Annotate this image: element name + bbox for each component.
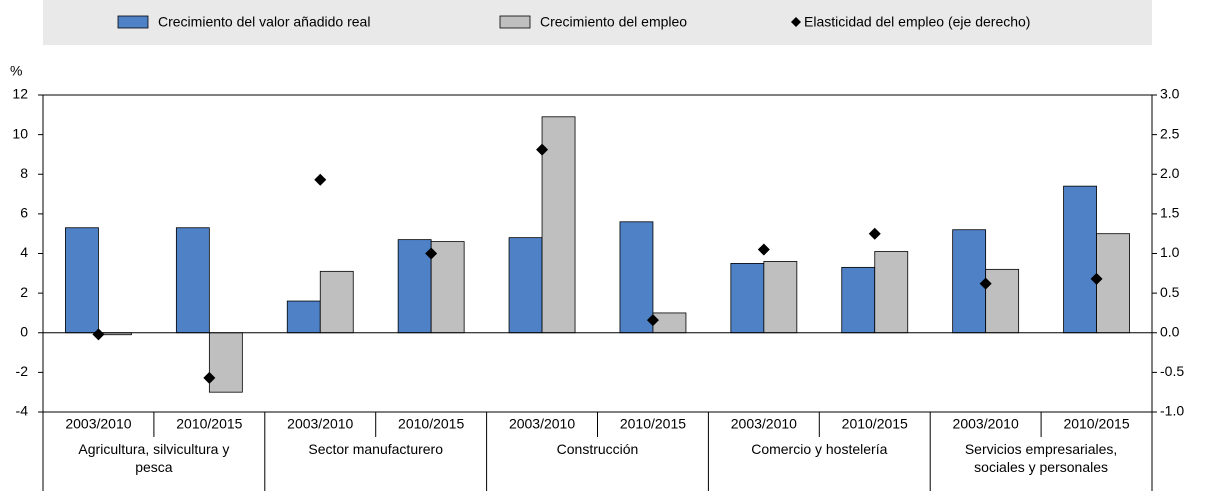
marker [536, 143, 549, 156]
legend-swatch [117, 15, 149, 29]
marker [868, 227, 881, 240]
legend-marker [791, 17, 801, 27]
y2-tick-label: -1.0 [1160, 403, 1184, 419]
x-tick-label: 2003/2010 [287, 416, 353, 432]
y2-tick-label: 0.5 [1160, 284, 1180, 300]
legend-label: Crecimiento del empleo [540, 14, 687, 30]
marker [92, 328, 105, 341]
y-tick-label: 2 [20, 284, 28, 300]
x-tick-label: 2010/2015 [620, 416, 686, 432]
x-tick-label: 2003/2010 [953, 416, 1019, 432]
bar [65, 227, 99, 334]
bar [319, 270, 354, 334]
bar [952, 229, 987, 334]
x-tick-label: 2003/2010 [509, 416, 575, 432]
y-tick-label: 8 [20, 165, 28, 181]
marker [979, 277, 992, 290]
y-tick-label: 12 [12, 86, 28, 102]
bar [841, 266, 876, 334]
y-tick-label: 0 [20, 323, 28, 339]
group-label: Agricultura, silvicultura y pesca [78, 441, 230, 475]
marker [314, 173, 327, 186]
marker [425, 247, 438, 260]
y-tick-label: -4 [16, 403, 29, 419]
bar [208, 332, 243, 393]
x-tick-label: 2003/2010 [65, 416, 131, 432]
legend-label: Elasticidad del empleo (eje derecho) [804, 14, 1030, 30]
legend-background [43, 0, 1152, 45]
bar [730, 263, 765, 334]
y2-tick-label: 2.5 [1160, 125, 1180, 141]
y-unit: % [10, 63, 22, 79]
legend-label: Crecimiento del valor añadido real [158, 14, 370, 30]
y-tick-label: 6 [20, 205, 28, 221]
y2-tick-label: 3.0 [1160, 86, 1180, 102]
bar [541, 116, 576, 334]
group-label: Comercio y hostelería [751, 441, 888, 457]
marker [1090, 272, 1103, 285]
y2-tick-label: -0.5 [1160, 363, 1184, 379]
bar [619, 221, 654, 334]
y2-tick-label: 0.0 [1160, 323, 1180, 339]
bar [652, 312, 687, 334]
bar [508, 237, 543, 334]
y2-tick-label: 2.0 [1160, 165, 1180, 181]
y-tick-label: 4 [20, 244, 28, 260]
x-tick-label: 2003/2010 [731, 416, 797, 432]
x-tick-label: 2010/2015 [842, 416, 908, 432]
bar [286, 300, 321, 334]
bar [430, 241, 465, 334]
marker [203, 371, 216, 384]
marker [646, 314, 659, 327]
y-tick-label: -2 [16, 363, 29, 379]
bar [1063, 185, 1097, 334]
group-label: Sector manufacturero [308, 441, 443, 457]
bar [1096, 233, 1130, 334]
y2-tick-label: 1.0 [1160, 244, 1180, 260]
legend-swatch [499, 15, 531, 29]
bar [763, 261, 798, 334]
y2-tick-label: 1.5 [1160, 205, 1180, 221]
y-tick-label: 10 [12, 125, 28, 141]
bar [985, 268, 1020, 334]
bar [874, 251, 909, 334]
bar [175, 227, 210, 334]
marker [757, 243, 770, 256]
x-tick-label: 2010/2015 [176, 416, 242, 432]
x-tick-label: 2010/2015 [398, 416, 464, 432]
x-tick-label: 2010/2015 [1063, 416, 1129, 432]
group-label: Construcción [556, 441, 639, 457]
group-label: Servicios empresariales, sociales y pers… [964, 441, 1118, 475]
